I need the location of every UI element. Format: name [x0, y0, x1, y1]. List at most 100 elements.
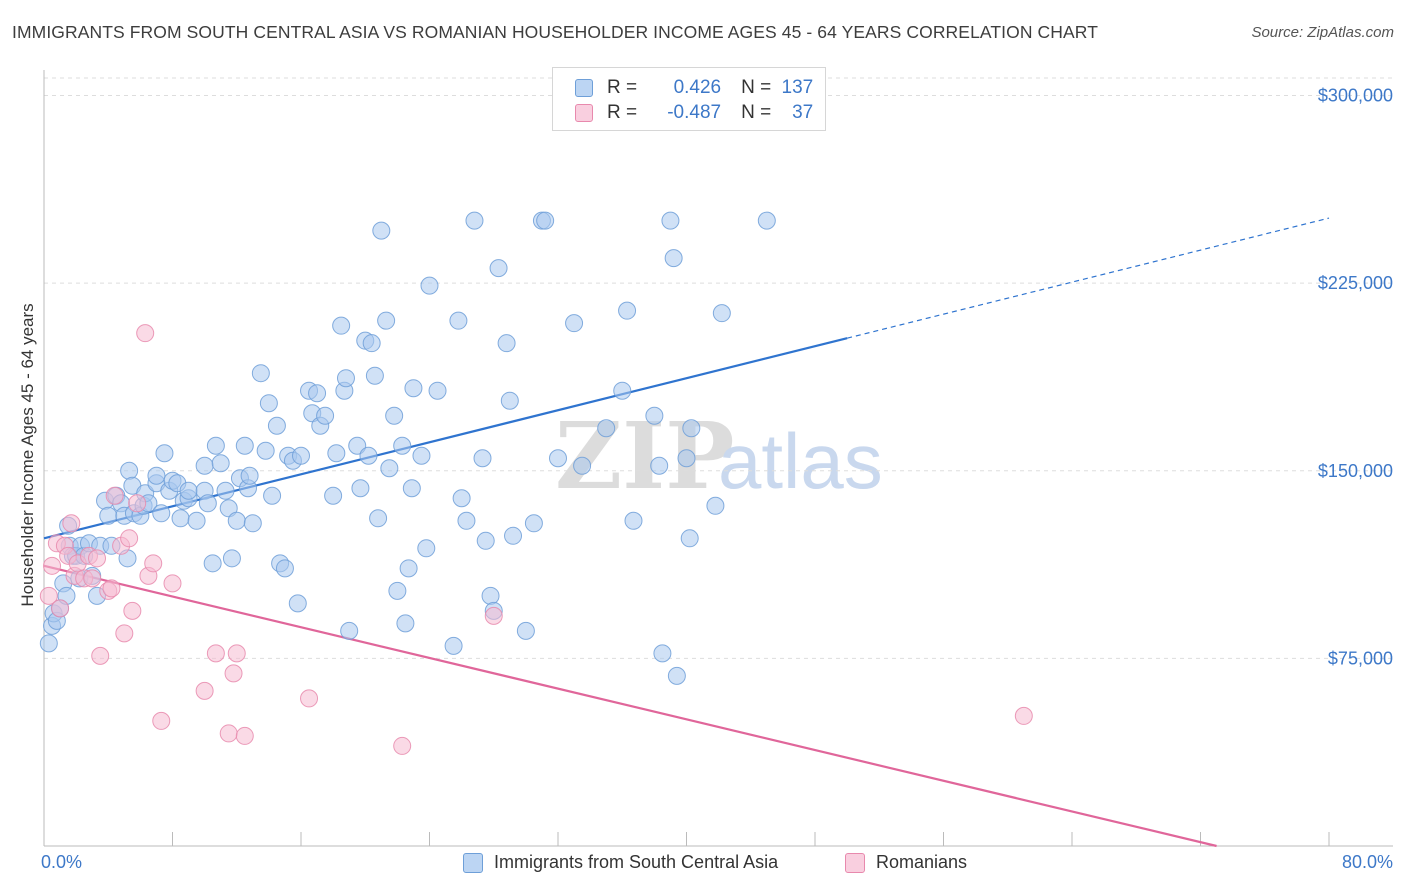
- point-romanians: [393, 736, 412, 755]
- point-south-central-asia: [216, 481, 235, 500]
- point-south-central-asia: [324, 486, 343, 505]
- point-romanians: [120, 529, 139, 548]
- point-south-central-asia: [661, 211, 680, 230]
- point-south-central-asia: [380, 459, 399, 478]
- point-south-central-asia: [500, 391, 519, 410]
- source-label: Source: ZipAtlas.com: [1251, 24, 1394, 41]
- point-south-central-asia: [449, 311, 468, 330]
- point-romanians: [115, 624, 134, 643]
- point-south-central-asia: [388, 581, 407, 600]
- point-south-central-asia: [155, 444, 174, 463]
- point-south-central-asia: [457, 511, 476, 530]
- point-south-central-asia: [369, 509, 388, 528]
- point-south-central-asia: [365, 366, 384, 385]
- point-south-central-asia: [327, 444, 346, 463]
- point-south-central-asia: [120, 461, 139, 480]
- legend-swatch-blue: [575, 79, 593, 97]
- point-romanians: [102, 579, 121, 598]
- point-romanians: [144, 554, 163, 573]
- point-south-central-asia: [195, 456, 214, 475]
- point-south-central-asia: [240, 466, 259, 485]
- point-south-central-asia: [404, 379, 423, 398]
- point-south-central-asia: [712, 304, 731, 323]
- point-south-central-asia: [152, 504, 171, 523]
- watermark-atlas: atlas: [718, 417, 883, 505]
- point-south-central-asia: [385, 406, 404, 425]
- point-south-central-asia: [203, 554, 222, 573]
- series-legend-item-pink: Romanians: [845, 852, 967, 873]
- point-romanians: [39, 586, 58, 605]
- series-legend-label-pink: Romanians: [876, 852, 968, 872]
- legend-r-value-blue: 0.426: [673, 77, 722, 98]
- point-romanians: [300, 689, 319, 708]
- point-south-central-asia: [377, 311, 396, 330]
- point-south-central-asia: [402, 479, 421, 498]
- point-south-central-asia: [504, 526, 523, 545]
- point-south-central-asia: [187, 511, 206, 530]
- point-south-central-asia: [227, 511, 246, 530]
- point-south-central-asia: [428, 381, 447, 400]
- watermark-zip: ZIP: [555, 402, 734, 510]
- point-south-central-asia: [757, 211, 776, 230]
- point-south-central-asia: [516, 621, 535, 640]
- point-south-central-asia: [362, 334, 381, 353]
- point-south-central-asia: [147, 466, 166, 485]
- point-south-central-asia: [359, 446, 378, 465]
- point-romanians: [227, 644, 246, 663]
- point-south-central-asia: [198, 494, 217, 513]
- point-south-central-asia: [393, 436, 412, 455]
- point-south-central-asia: [524, 514, 543, 533]
- series-legend: Immigrants from South Central Asia Roman…: [0, 852, 1406, 878]
- point-south-central-asia: [251, 364, 270, 383]
- point-south-central-asia: [206, 436, 225, 455]
- point-south-central-asia: [682, 419, 701, 438]
- point-romanians: [163, 574, 182, 593]
- point-romanians: [62, 514, 81, 533]
- point-south-central-asia: [645, 406, 664, 425]
- point-south-central-asia: [549, 449, 567, 468]
- point-south-central-asia: [473, 449, 492, 468]
- point-south-central-asia: [340, 621, 359, 640]
- point-south-central-asia: [565, 314, 584, 333]
- point-south-central-asia: [481, 586, 500, 605]
- point-romanians: [152, 711, 171, 730]
- legend-n-value-blue: 137: [781, 77, 814, 98]
- trend-line-blue-extrapolated: [846, 217, 1330, 339]
- point-south-central-asia: [706, 496, 725, 515]
- y-tick-label: $150,000: [1318, 461, 1393, 481]
- x-tick-label-max: 80.0%: [1341, 852, 1393, 872]
- correlation-legend: R = 0.426 N = 137 R = -0.487 N = 37: [552, 67, 826, 131]
- point-south-central-asia: [650, 456, 669, 475]
- point-south-central-asia: [256, 441, 275, 460]
- series-legend-swatch-blue: [463, 852, 483, 873]
- point-south-central-asia: [99, 506, 118, 525]
- legend-row-blue: R = 0.426 N = 137: [575, 76, 813, 100]
- point-south-central-asia: [171, 509, 190, 528]
- point-romanians: [105, 486, 124, 505]
- point-south-central-asia: [677, 449, 696, 468]
- legend-r-label: R =: [607, 102, 638, 123]
- point-south-central-asia: [680, 529, 699, 548]
- point-romanians: [128, 494, 147, 513]
- point-romanians: [224, 664, 243, 683]
- data-points: [39, 211, 1033, 755]
- x-tick-label-min: 0.0%: [41, 852, 83, 872]
- point-south-central-asia: [396, 614, 415, 633]
- point-romanians: [235, 726, 254, 745]
- point-south-central-asia: [618, 301, 637, 320]
- point-romanians: [195, 681, 214, 700]
- point-romanians: [123, 601, 142, 620]
- point-south-central-asia: [259, 394, 278, 413]
- point-romanians: [51, 599, 70, 618]
- point-romanians: [219, 724, 238, 743]
- y-tick-label: $300,000: [1318, 86, 1393, 106]
- point-south-central-asia: [39, 634, 58, 653]
- point-south-central-asia: [222, 549, 241, 568]
- legend-row-pink: R = -0.487 N = 37: [575, 101, 813, 125]
- point-south-central-asia: [399, 559, 418, 578]
- legend-r-label: R =: [607, 77, 638, 98]
- point-south-central-asia: [332, 316, 351, 335]
- point-south-central-asia: [573, 456, 592, 475]
- point-south-central-asia: [351, 479, 370, 498]
